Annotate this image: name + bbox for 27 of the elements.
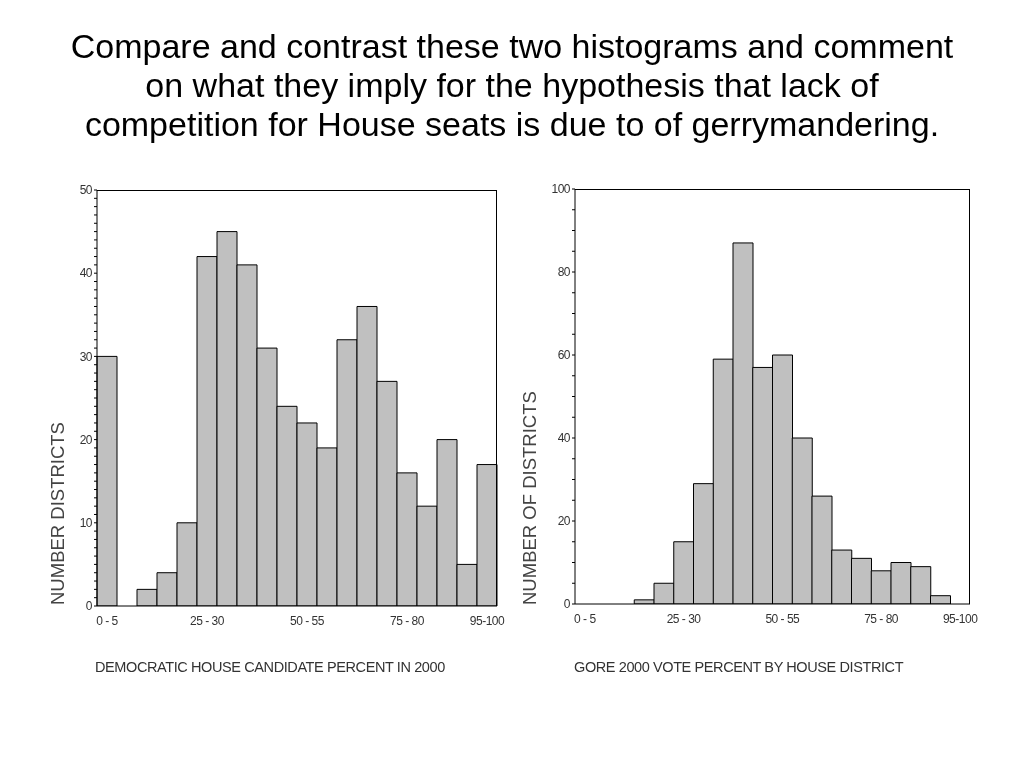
x-tick-label: 95-100 — [469, 613, 505, 628]
y-tick-label: 80 — [557, 265, 571, 280]
x-tick-label: 50 - 55 — [290, 613, 325, 628]
x-tick-label: 25 - 30 — [190, 613, 225, 628]
y-tick-label: 0 — [85, 599, 93, 614]
x-tick-label: 0 - 5 — [574, 611, 597, 626]
x-axis-title: GORE 2000 VOTE PERCENT BY HOUSE DISTRICT — [574, 658, 904, 676]
x-tick-label: 0 - 5 — [96, 613, 119, 628]
chart-title: Compare and contrast these two histograms and comment on what they imply for the hypothesis that lack of competition for House seats is due to of gerrymandering. — [69, 27, 955, 144]
y-tick-label: 20 — [79, 432, 93, 447]
x-tick-label: 75 - 80 — [390, 613, 425, 628]
x-tick-label: 75 - 80 — [864, 611, 899, 626]
y-tick-label: 20 — [557, 514, 571, 529]
y-tick-label: 60 — [557, 348, 571, 363]
y-tick-label: 40 — [557, 431, 571, 446]
x-tick-label: 50 - 55 — [765, 611, 801, 626]
y-tick-label: 0 — [563, 597, 571, 612]
y-axis-title: NUMBER OF DISTRICTS — [519, 391, 541, 605]
y-tick-label: 10 — [79, 516, 93, 531]
y-axis-title: NUMBER DISTRICTS — [47, 422, 69, 605]
y-tick-label: 40 — [79, 266, 93, 281]
y-tick-label: 30 — [79, 349, 93, 364]
x-axis-title: DEMOCRATIC HOUSE CANDIDATE PERCENT IN 2000 — [95, 658, 445, 676]
y-tick-label: 50 — [79, 183, 93, 198]
x-tick-label: 25 - 30 — [666, 611, 702, 626]
y-tick-label: 100 — [551, 182, 571, 197]
x-tick-label: 95-100 — [942, 611, 979, 626]
